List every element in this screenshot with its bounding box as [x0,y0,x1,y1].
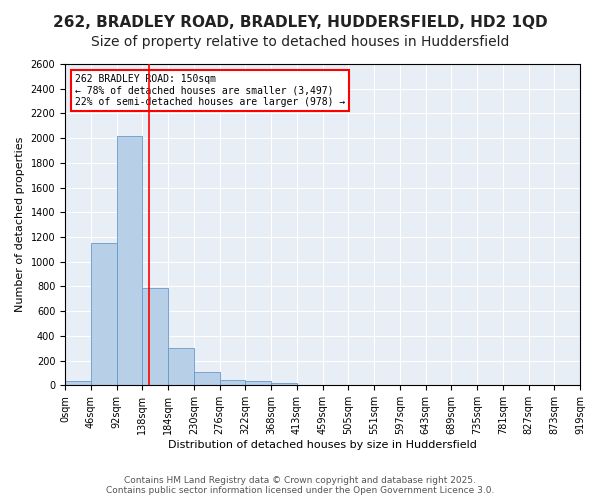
Y-axis label: Number of detached properties: Number of detached properties [15,137,25,312]
Bar [91,243,116,386]
Bar [271,383,297,386]
Bar [116,136,142,386]
Text: 262 BRADLEY ROAD: 150sqm
← 78% of detached houses are smaller (3,497)
22% of sem: 262 BRADLEY ROAD: 150sqm ← 78% of detach… [76,74,346,107]
Bar [65,381,91,386]
Text: 262, BRADLEY ROAD, BRADLEY, HUDDERSFIELD, HD2 1QD: 262, BRADLEY ROAD, BRADLEY, HUDDERSFIELD… [53,15,547,30]
Bar [194,372,220,386]
Bar [297,384,323,386]
X-axis label: Distribution of detached houses by size in Huddersfield: Distribution of detached houses by size … [168,440,477,450]
Bar [168,348,194,386]
Text: Contains HM Land Registry data © Crown copyright and database right 2025.
Contai: Contains HM Land Registry data © Crown c… [106,476,494,495]
Bar [323,384,348,386]
Bar [245,381,271,386]
Bar [142,288,168,386]
Text: Size of property relative to detached houses in Huddersfield: Size of property relative to detached ho… [91,35,509,49]
Bar [220,380,245,386]
Bar [348,384,374,386]
